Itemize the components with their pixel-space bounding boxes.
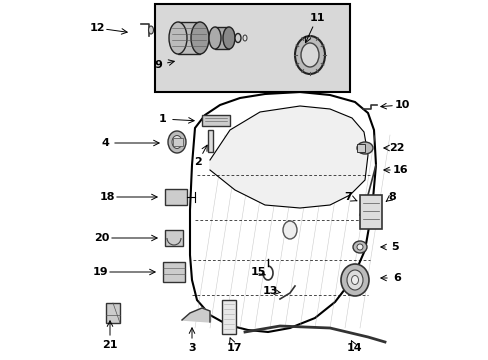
Bar	[178, 22, 200, 54]
Text: 1: 1	[159, 114, 166, 124]
Polygon shape	[182, 308, 209, 322]
Ellipse shape	[356, 142, 372, 154]
Text: 10: 10	[393, 100, 409, 110]
Text: 16: 16	[391, 165, 407, 175]
Bar	[164, 189, 186, 205]
Ellipse shape	[148, 26, 153, 34]
Ellipse shape	[294, 36, 325, 74]
Ellipse shape	[352, 241, 366, 253]
Ellipse shape	[356, 244, 362, 250]
Text: 12: 12	[89, 23, 104, 33]
Bar	[215, 27, 228, 49]
Text: 5: 5	[390, 242, 398, 252]
Text: 3: 3	[188, 343, 195, 353]
Ellipse shape	[208, 27, 221, 49]
Text: 17: 17	[226, 343, 241, 353]
Ellipse shape	[243, 35, 246, 41]
Ellipse shape	[223, 27, 235, 49]
Bar	[356, 144, 364, 152]
Bar	[173, 138, 183, 146]
Ellipse shape	[301, 43, 318, 67]
Text: 6: 6	[392, 273, 400, 283]
Text: 11: 11	[308, 13, 324, 23]
Text: 4: 4	[101, 138, 109, 148]
Text: 15: 15	[250, 267, 265, 277]
Text: 20: 20	[94, 233, 109, 243]
Ellipse shape	[169, 22, 186, 54]
Ellipse shape	[340, 264, 368, 296]
Bar	[163, 262, 184, 282]
Text: 13: 13	[262, 286, 277, 296]
Bar	[155, 4, 349, 92]
Ellipse shape	[346, 270, 362, 290]
Text: 7: 7	[344, 192, 351, 202]
Text: 21: 21	[102, 340, 118, 350]
Text: 22: 22	[388, 143, 404, 153]
Ellipse shape	[235, 33, 241, 42]
Ellipse shape	[283, 221, 296, 239]
Bar	[202, 115, 229, 126]
Bar	[106, 303, 120, 323]
Text: 2: 2	[194, 157, 202, 167]
Text: 18: 18	[99, 192, 115, 202]
Bar	[359, 195, 381, 229]
Bar	[222, 300, 236, 334]
Text: 8: 8	[387, 192, 395, 202]
Polygon shape	[190, 92, 375, 332]
Ellipse shape	[191, 22, 208, 54]
Ellipse shape	[172, 135, 182, 148]
Polygon shape	[209, 106, 367, 208]
Text: 19: 19	[92, 267, 107, 277]
Bar	[207, 130, 213, 152]
Text: 14: 14	[346, 343, 362, 353]
Text: 9: 9	[154, 60, 162, 70]
Ellipse shape	[168, 131, 185, 153]
Ellipse shape	[351, 275, 358, 284]
Bar	[164, 230, 183, 246]
